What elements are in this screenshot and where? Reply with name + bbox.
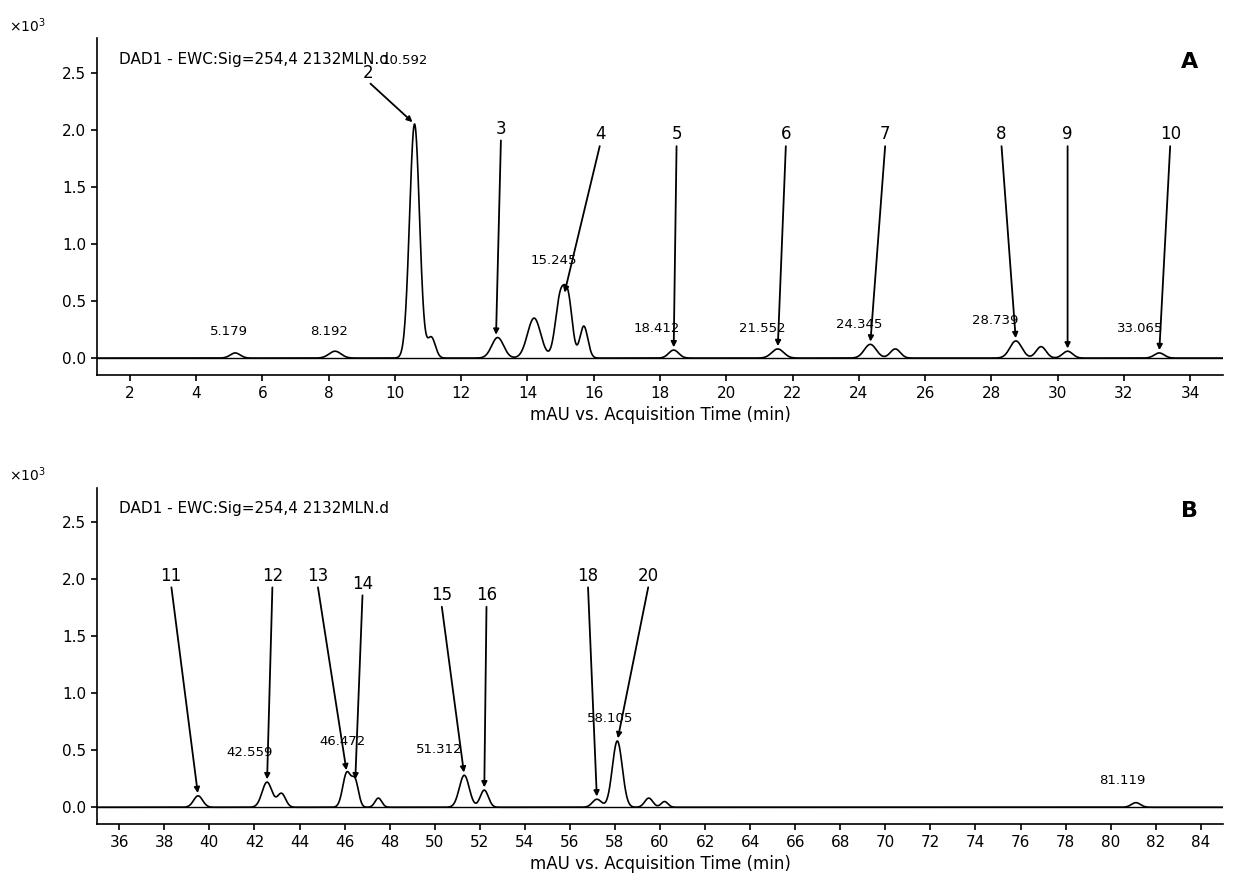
Text: 18: 18 — [578, 567, 599, 585]
Text: 9: 9 — [1063, 125, 1073, 143]
Text: 2: 2 — [363, 64, 373, 82]
Text: 14: 14 — [352, 575, 373, 593]
Text: 7: 7 — [880, 125, 890, 143]
Text: 5.179: 5.179 — [211, 325, 248, 337]
Text: 5: 5 — [671, 125, 682, 143]
Text: 13: 13 — [308, 567, 329, 585]
Text: 16: 16 — [476, 586, 497, 604]
Text: 51.312: 51.312 — [415, 743, 463, 756]
Text: 4: 4 — [595, 125, 605, 143]
Text: 81.119: 81.119 — [1099, 773, 1145, 787]
Text: 20: 20 — [639, 567, 660, 585]
Text: 15: 15 — [430, 586, 453, 604]
Text: 10.592: 10.592 — [382, 54, 428, 67]
Text: 28.739: 28.739 — [971, 314, 1018, 328]
Text: 3: 3 — [496, 120, 506, 138]
Text: $\times$10$^{3}$: $\times$10$^{3}$ — [9, 465, 46, 484]
Text: 18.412: 18.412 — [634, 322, 680, 336]
Text: 58.105: 58.105 — [588, 712, 634, 725]
Text: 46.472: 46.472 — [319, 735, 366, 748]
Text: A: A — [1180, 52, 1198, 72]
Text: 15.245: 15.245 — [531, 254, 578, 267]
Text: DAD1 - EWC:Sig=254,4 2132MLN.d: DAD1 - EWC:Sig=254,4 2132MLN.d — [119, 52, 389, 67]
Text: $\times$10$^{3}$: $\times$10$^{3}$ — [9, 16, 46, 35]
Text: 12: 12 — [262, 567, 283, 585]
Text: B: B — [1180, 501, 1198, 521]
Text: 11: 11 — [160, 567, 182, 585]
Text: 8: 8 — [996, 125, 1007, 143]
Text: 8.192: 8.192 — [310, 325, 347, 337]
Text: DAD1 - EWC:Sig=254,4 2132MLN.d: DAD1 - EWC:Sig=254,4 2132MLN.d — [119, 501, 389, 516]
Text: 33.065: 33.065 — [1117, 322, 1163, 336]
X-axis label: mAU vs. Acquisition Time (min): mAU vs. Acquisition Time (min) — [529, 855, 790, 873]
Text: 42.559: 42.559 — [227, 747, 273, 759]
Text: 21.552: 21.552 — [739, 322, 786, 336]
X-axis label: mAU vs. Acquisition Time (min): mAU vs. Acquisition Time (min) — [529, 406, 790, 425]
Text: 10: 10 — [1159, 125, 1180, 143]
Text: 6: 6 — [781, 125, 791, 143]
Text: 24.345: 24.345 — [836, 318, 882, 331]
